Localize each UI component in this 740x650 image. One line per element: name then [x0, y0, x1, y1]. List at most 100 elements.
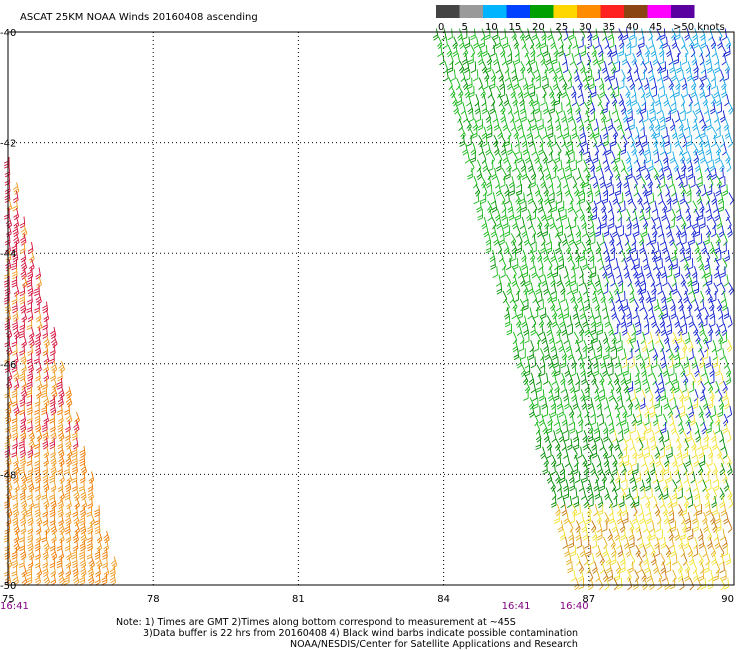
- wind-barb: [564, 364, 571, 377]
- wind-barb: [610, 274, 616, 287]
- wind-barb: [681, 53, 688, 65]
- wind-barb: [470, 61, 477, 74]
- wind-barb: [26, 275, 33, 288]
- wind-barb: [586, 52, 592, 66]
- x-tick-label: 90: [721, 594, 734, 605]
- wind-barb: [487, 159, 494, 172]
- x-tick-label: 87: [582, 594, 595, 605]
- wind-barb: [679, 151, 686, 164]
- wind-barb: [551, 53, 558, 65]
- wind-barb: [41, 530, 48, 543]
- wind-barb: [569, 422, 576, 434]
- wind-barb: [497, 126, 503, 140]
- wind-barb: [57, 411, 64, 425]
- wind-barb: [586, 479, 592, 492]
- wind-barb: [57, 496, 64, 510]
- wind-barb: [677, 454, 683, 467]
- wind-barb: [528, 405, 535, 418]
- wind-barb: [646, 184, 653, 197]
- wind-barb: [644, 208, 651, 221]
- wind-barb: [43, 360, 50, 374]
- wind-barb: [528, 397, 535, 410]
- wind-barb: [11, 360, 18, 373]
- wind-barb: [519, 102, 526, 115]
- wind-barb: [696, 504, 703, 516]
- wind-barb: [490, 44, 496, 57]
- wind-barb: [593, 118, 599, 131]
- wind-barb: [505, 167, 511, 180]
- time-label: 16:41: [0, 601, 29, 612]
- wind-barb: [723, 307, 730, 320]
- wind-barb: [507, 249, 513, 263]
- wind-barb: [4, 275, 10, 288]
- wind-barb: [711, 216, 717, 230]
- wind-barb: [585, 233, 592, 246]
- wind-barb: [666, 44, 672, 58]
- wind-barb: [685, 520, 692, 533]
- wind-barb: [480, 192, 487, 204]
- wind-barb: [11, 411, 18, 424]
- wind-barb: [548, 380, 554, 394]
- wind-barb: [719, 159, 725, 173]
- wind-barb: [605, 258, 612, 271]
- wind-barb: [535, 77, 541, 90]
- wind-barb: [553, 356, 559, 369]
- wind-barb: [584, 299, 591, 311]
- wind-barb: [667, 257, 674, 271]
- wind-barb: [582, 258, 588, 271]
- wind-barb: [692, 512, 698, 525]
- wind-barb: [34, 573, 41, 586]
- wind-barb: [584, 323, 590, 336]
- wind-barb: [673, 53, 680, 65]
- wind-barb: [625, 44, 632, 57]
- wind-barb: [660, 389, 667, 402]
- wind-barb: [573, 495, 580, 508]
- wind-barb: [49, 505, 56, 518]
- wind-barb: [556, 192, 563, 204]
- wind-barb: [614, 479, 621, 492]
- wind-barb: [522, 266, 529, 278]
- wind-barb: [591, 282, 597, 295]
- wind-barb: [675, 471, 681, 484]
- wind-barb: [570, 545, 577, 557]
- wind-barb: [650, 290, 656, 303]
- wind-barb: [645, 504, 651, 517]
- wind-barb: [623, 438, 628, 451]
- wind-barb: [649, 454, 655, 468]
- wind-barb: [452, 36, 458, 50]
- wind-barb: [555, 422, 562, 435]
- wind-barb: [625, 430, 632, 443]
- wind-barb: [27, 309, 34, 323]
- wind-barb: [514, 143, 520, 155]
- wind-barb: [526, 118, 532, 132]
- wind-barb: [582, 315, 588, 328]
- wind-barb: [592, 134, 598, 148]
- wind-barb: [592, 175, 599, 189]
- wind-barb: [709, 315, 716, 328]
- wind-barb: [677, 290, 683, 304]
- wind-barb: [597, 495, 604, 509]
- color-legend: 0 5 10 15 20 25 30 35 40 45 >50 knots: [436, 5, 725, 33]
- wind-barb: [699, 151, 706, 164]
- wind-barb: [512, 339, 519, 353]
- wind-barb: [79, 547, 86, 560]
- wind-barb: [437, 44, 443, 57]
- wind-barb: [72, 539, 79, 552]
- wind-barb: [533, 413, 539, 427]
- wind-barb: [650, 77, 657, 90]
- wind-barb: [467, 167, 473, 180]
- wind-barb: [71, 454, 78, 467]
- wind-barb: [12, 471, 19, 484]
- wind-barb: [624, 118, 630, 131]
- wind-barb: [709, 102, 716, 115]
- wind-barb: [654, 126, 660, 139]
- wind-barb: [701, 266, 706, 279]
- wind-barb: [716, 446, 723, 459]
- wind-barb: [716, 298, 723, 312]
- wind-barb: [621, 446, 628, 459]
- wind-barb: [657, 282, 663, 295]
- wind-barb: [511, 61, 517, 74]
- wind-barb: [720, 266, 726, 278]
- wind-barb: [625, 249, 632, 262]
- wind-barb: [665, 438, 672, 451]
